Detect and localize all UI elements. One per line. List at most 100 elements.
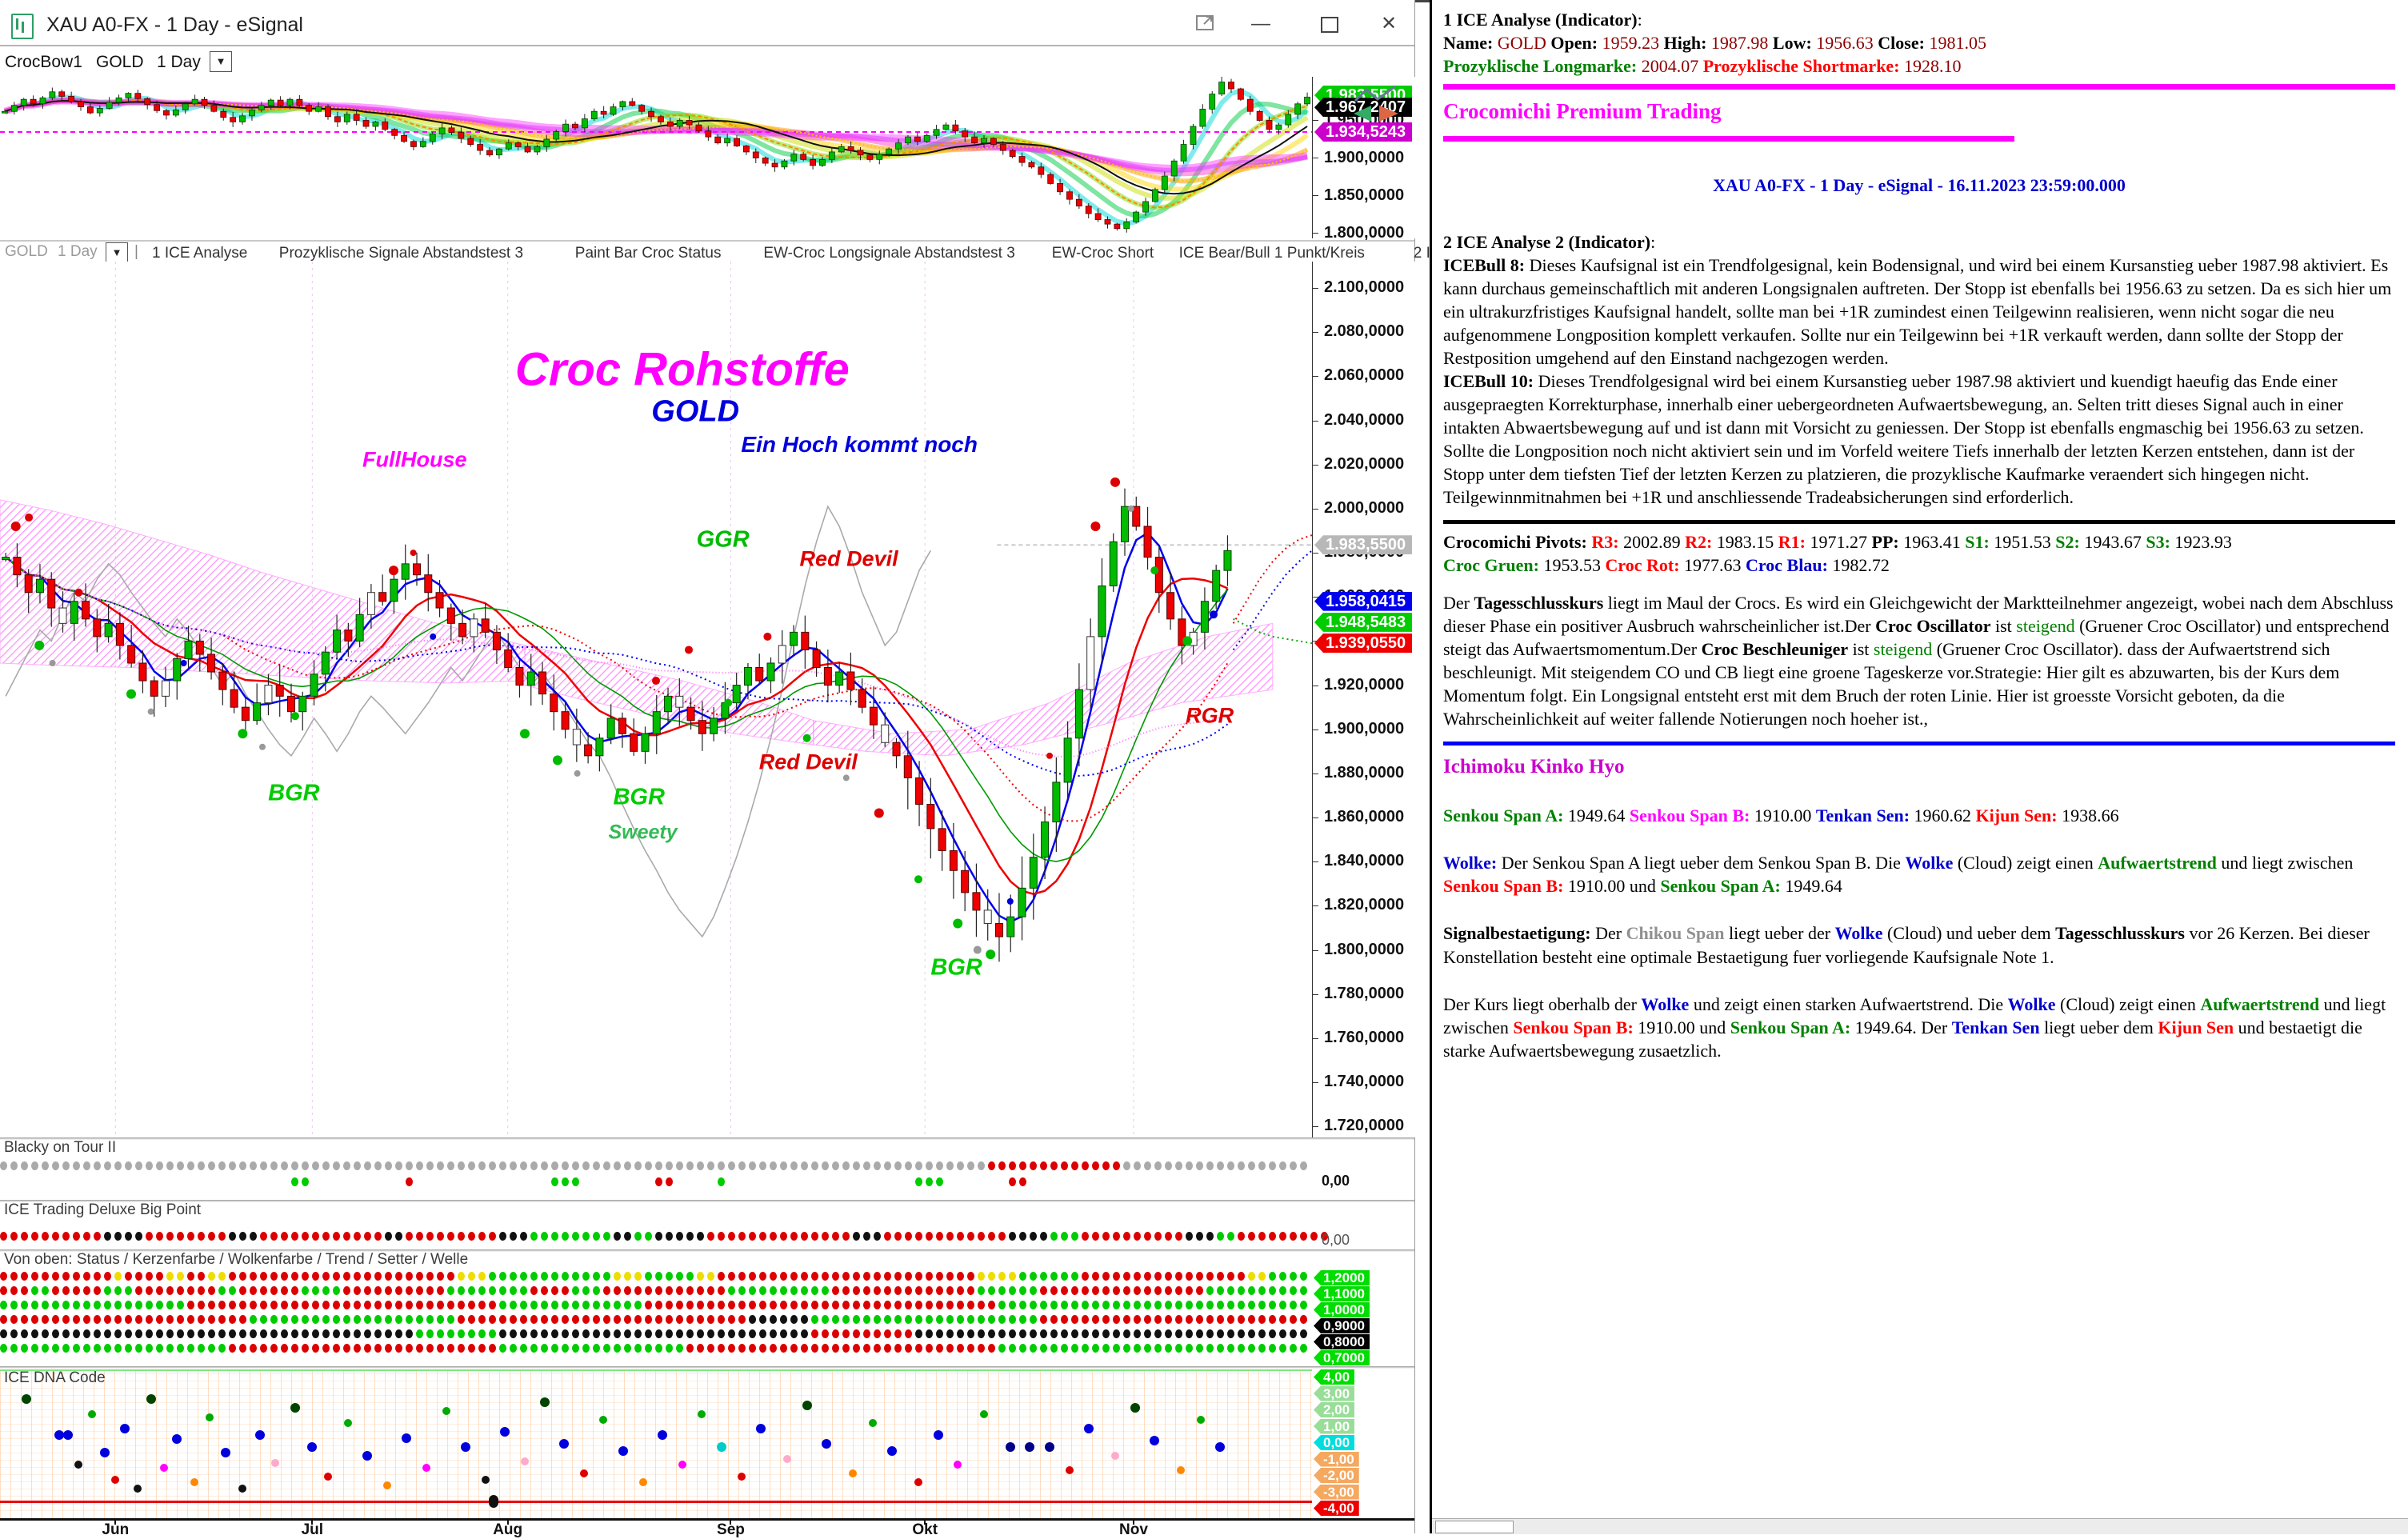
dna-dot — [1130, 1403, 1140, 1413]
dna-dot — [87, 1409, 96, 1418]
main-price-tag: 1.939,0550 — [1314, 634, 1413, 653]
dna-dot — [362, 1450, 373, 1461]
tab-dropdown[interactable]: ▼ — [106, 242, 128, 263]
tab-item[interactable]: EW-Croc Longsignale Abstandstest 3 — [763, 245, 1015, 262]
dna-dot — [206, 1413, 214, 1421]
tab-symbol: GOLD — [5, 243, 48, 260]
popout-icon[interactable] — [1190, 12, 1222, 42]
dna-dot — [1196, 1416, 1205, 1425]
blacky-axis-label: 0,00 — [1322, 1173, 1350, 1189]
dna-axis-tag: 4,00 — [1314, 1369, 1355, 1385]
analysis-paragraph: Senkou Span A: 1949.64 Senkou Span B: 19… — [1443, 805, 2119, 826]
panel-separator — [0, 1366, 1414, 1369]
dna-dot — [756, 1424, 766, 1434]
analysis-paragraph: Der Tagesschlusskurs liegt im Maul der C… — [1443, 593, 2394, 730]
chart-annotation: Ein Hoch kommt noch — [741, 431, 978, 457]
analysis-paragraph: Crocomichi Premium Trading — [1443, 99, 1722, 124]
main-price-tag: 1.948,5483 — [1314, 612, 1413, 632]
main-axis-tick: 1.780,0000 — [1324, 984, 1405, 1002]
chart-annotation: BGR — [613, 784, 665, 810]
tab-item[interactable]: EW-Croc Short — [1051, 245, 1154, 262]
panel-separator — [0, 1200, 1414, 1202]
toolbar: CrocBow1 GOLD 1 Day ▼ — [0, 46, 1414, 77]
month-label: Jul — [301, 1521, 324, 1538]
dna-dot — [307, 1441, 318, 1452]
dna-dot — [1065, 1466, 1074, 1475]
dna-dot — [599, 1416, 608, 1425]
main-axis-tick: 1.900,0000 — [1324, 719, 1405, 738]
minimize-button[interactable]: — — [1251, 13, 1270, 34]
main-axis-tick: 2.020,0000 — [1324, 454, 1405, 473]
dna-dot — [1215, 1441, 1226, 1452]
analysis-paragraph: XAU A0-FX - 1 Day - eSignal - 16.11.2023… — [1713, 174, 2126, 195]
analysis-paragraph: Ichimoku Kinko Hyo — [1443, 756, 1625, 778]
dna-top-line — [0, 1369, 1312, 1371]
maximize-button[interactable] — [1314, 9, 1346, 39]
main-axis-tick: 2.060,0000 — [1324, 366, 1405, 385]
main-axis-tick: 2.000,0000 — [1324, 498, 1405, 517]
interval-label[interactable]: 1 Day — [157, 53, 201, 71]
main-chart-canvas[interactable] — [0, 262, 1313, 1137]
section-rule — [1443, 135, 2014, 142]
dna-dot — [74, 1461, 83, 1469]
section-rule — [1443, 84, 2395, 90]
tab-item[interactable]: ICE Bear/Bull 1 Punkt/Kreis — [1178, 245, 1365, 262]
analysis-paragraph: Signalbestaetigung: Der Chikou Span lieg… — [1443, 923, 2370, 967]
dna-dot — [500, 1427, 510, 1437]
vonoben-axis-tag: 1,1000 — [1314, 1286, 1370, 1301]
hscroll-thumb[interactable] — [1435, 1521, 1514, 1533]
tab-item[interactable]: Prozyklische Signale Abstandstest 3 — [278, 245, 524, 262]
interval-dropdown[interactable]: ▼ — [210, 51, 232, 72]
dna-dot — [658, 1429, 668, 1440]
panel-separator — [0, 1249, 1414, 1252]
dna-dot — [802, 1400, 812, 1410]
dna-axis-tag: -3,00 — [1314, 1484, 1359, 1500]
dna-dot — [481, 1475, 490, 1484]
symbol-label[interactable]: GOLD — [96, 53, 144, 71]
dna-axis-tag: 2,00 — [1314, 1402, 1355, 1417]
dna-dot — [221, 1448, 231, 1458]
tab-item[interactable]: Paint Bar Croc Status — [574, 245, 722, 262]
vertical-divider — [1430, 0, 1432, 1533]
panel-title-vonoben: Von oben: Status / Kerzenfarbe / Wolkenf… — [4, 1251, 469, 1268]
dna-axis-tag: -4,00 — [1314, 1501, 1359, 1516]
month-label: Sep — [717, 1521, 745, 1538]
mini-price-tag: 1.934,5243 — [1314, 122, 1413, 142]
month-label: Jun — [102, 1521, 130, 1538]
main-chart[interactable]: Croc Rohstoffe GOLD Ein Hoch kommt noch Ful… — [0, 262, 1313, 1137]
mini-price-axis[interactable]: 1.950,0000 1.900,0000 1.850,0000 1.800,0000… — [1312, 77, 1415, 242]
vonoben-axis-tag: 0,8000 — [1314, 1334, 1370, 1349]
panel-separator — [0, 1137, 1414, 1140]
dna-dot — [1045, 1441, 1054, 1452]
close-button[interactable]: ✕ — [1380, 13, 1398, 34]
main-axis-tick: 1.840,0000 — [1324, 852, 1405, 870]
dna-dot — [422, 1463, 430, 1472]
dna-dot — [783, 1454, 791, 1463]
vonoben-axis-tag: 1,2000 — [1314, 1270, 1370, 1285]
panel-title-dna: ICE DNA Code — [4, 1369, 106, 1386]
dna-dot — [737, 1472, 746, 1481]
mini-chart-canvas[interactable] — [0, 76, 1312, 238]
dna-dot — [887, 1446, 898, 1457]
tab-item[interactable]: 1 ICE Analyse — [152, 245, 248, 262]
study-label[interactable]: CrocBow1 — [5, 53, 82, 71]
main-axis-tick: 1.740,0000 — [1324, 1073, 1405, 1091]
dna-dot — [238, 1484, 247, 1493]
panel-title-blacky: Blacky on Tour II — [4, 1139, 117, 1156]
vonoben-axis-tag: 0,9000 — [1314, 1318, 1370, 1333]
horizontal-scrollbar[interactable] — [1432, 1518, 2408, 1534]
dna-axis-tag: 1,00 — [1314, 1418, 1355, 1434]
dna-plot[interactable] — [0, 1369, 1312, 1518]
dna-dot — [146, 1394, 156, 1405]
dna-dot — [254, 1429, 265, 1440]
main-axis-tick: 1.860,0000 — [1324, 808, 1405, 826]
main-axis-tick: 2.040,0000 — [1324, 410, 1405, 429]
main-price-axis[interactable]: 2.100,0000 2.080,0000 2.060,0000 2.040,0000… — [1312, 262, 1415, 1137]
mini-chart[interactable] — [0, 76, 1312, 238]
chart-annotation: RGR — [1186, 703, 1234, 728]
vonoben-axis-tag: 1,0000 — [1314, 1302, 1370, 1317]
dna-dot — [698, 1409, 706, 1418]
dna-dot — [539, 1397, 550, 1407]
titlebar: XAU A0-FX - 1 Day - eSignal — ✕ — [0, 2, 1414, 46]
dna-dot — [1005, 1441, 1015, 1452]
